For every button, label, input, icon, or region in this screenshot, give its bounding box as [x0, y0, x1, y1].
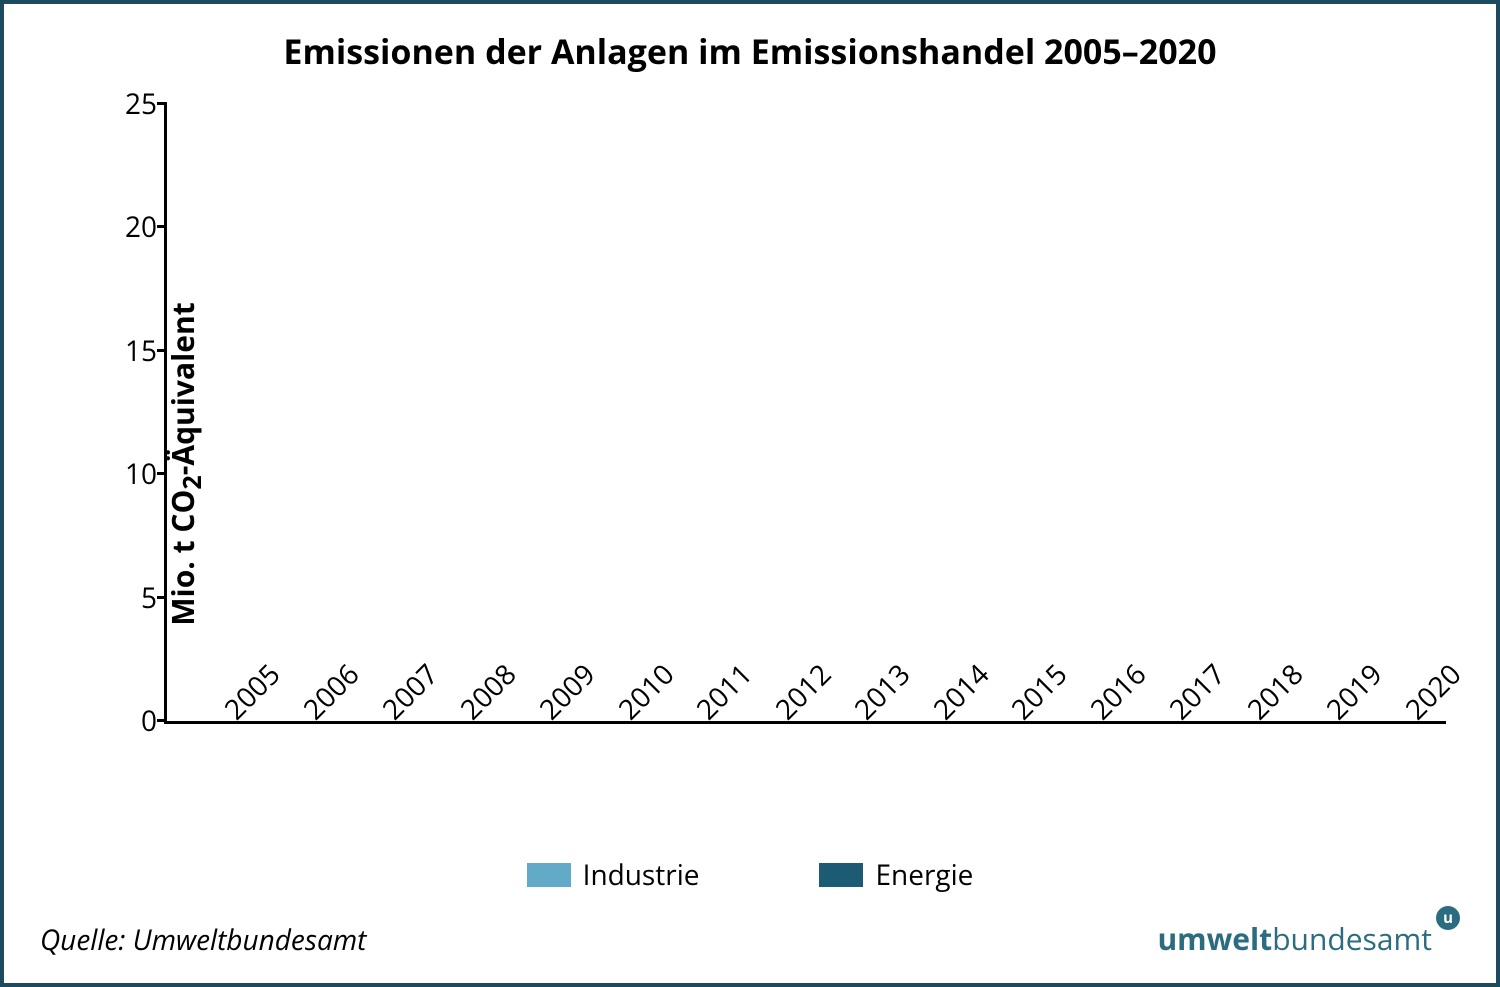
y-tick-mark	[157, 719, 167, 722]
x-tick-label: 2013	[846, 656, 918, 728]
y-tick-mark	[157, 349, 167, 352]
y-tick-mark	[157, 596, 167, 599]
y-tick-label: 15	[107, 332, 157, 370]
footer: Quelle: Umweltbundesamt umweltbundesamt …	[34, 918, 1466, 959]
legend-swatch	[819, 863, 863, 887]
x-tick-label: 2010	[610, 656, 682, 728]
y-tick-label: 20	[107, 208, 157, 246]
plot-region: 0510152025200520062007200820092010201120…	[164, 84, 1446, 724]
source-text: Quelle: Umweltbundesamt	[40, 921, 366, 959]
y-tick-label: 25	[107, 85, 157, 123]
y-tick-mark	[157, 472, 167, 475]
brand-logo: umweltbundesamt u	[1157, 918, 1460, 959]
brand-prefix: umwelt	[1157, 918, 1272, 959]
chart-frame: Emissionen der Anlagen im Emissionshande…	[0, 0, 1500, 987]
x-tick-label: 2006	[295, 656, 367, 728]
x-tick-label: 2007	[374, 656, 446, 728]
legend-label: Energie	[875, 856, 973, 894]
legend: Industrie Energie	[34, 856, 1466, 894]
y-tick-mark	[157, 102, 167, 105]
legend-swatch	[527, 863, 571, 887]
y-tick-label: 5	[107, 579, 157, 617]
plot-area: 0510152025200520062007200820092010201120…	[164, 104, 1446, 724]
chart-title: Emissionen der Anlagen im Emissionshande…	[34, 28, 1466, 74]
brand-badge-icon: u	[1436, 906, 1460, 930]
legend-label: Industrie	[583, 856, 700, 894]
x-tick-label: 2020	[1397, 656, 1469, 728]
x-tick-label: 2016	[1082, 656, 1154, 728]
x-tick-label: 2009	[531, 656, 603, 728]
y-tick-mark	[157, 225, 167, 228]
x-tick-label: 2015	[1003, 656, 1075, 728]
brand-suffix: bundesamt	[1272, 918, 1432, 959]
x-tick-label: 2017	[1161, 656, 1233, 728]
x-tick-label: 2014	[925, 656, 997, 728]
x-tick-label: 2018	[1239, 656, 1311, 728]
x-tick-label: 2011	[688, 656, 760, 728]
legend-item: Energie	[819, 856, 973, 894]
x-tick-label: 2008	[452, 656, 524, 728]
x-tick-label: 2012	[767, 656, 839, 728]
y-tick-label: 0	[107, 702, 157, 740]
chart-area: Mio. t CO2-Äquivalent 051015202520052006…	[34, 84, 1466, 844]
x-tick-label: 2019	[1318, 656, 1390, 728]
x-tick-label: 2005	[216, 656, 288, 728]
y-tick-label: 10	[107, 455, 157, 493]
legend-item: Industrie	[527, 856, 700, 894]
